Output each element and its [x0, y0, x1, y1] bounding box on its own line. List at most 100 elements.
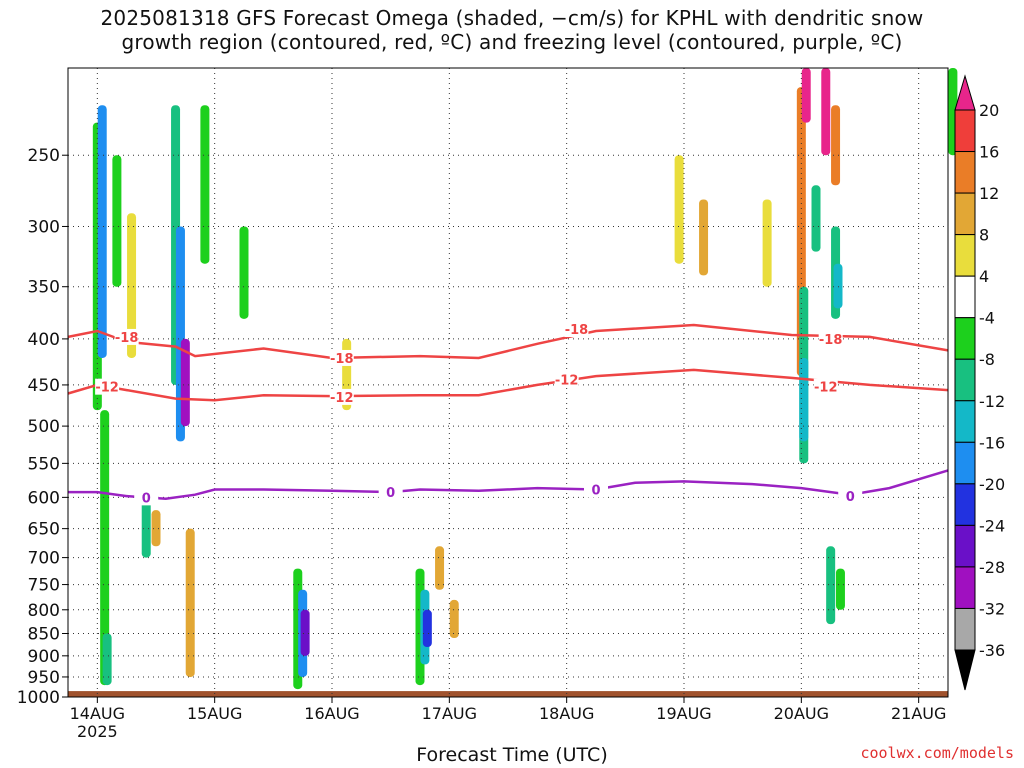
contour-label-dgz-1-2: -12	[555, 374, 579, 389]
colorbar-label-9: -20	[979, 475, 1005, 494]
contour-label-bg-dgz-1-3	[813, 378, 838, 395]
contour-label-dgz-1-1: -12	[330, 391, 354, 406]
colorbar-label-0: 20	[979, 101, 999, 120]
contour-label-dgz-0-2: -18	[565, 323, 589, 338]
colorbar-bin-8	[954, 400, 976, 443]
omega-cell-16	[300, 609, 310, 656]
y-tick-label-450: 450	[28, 376, 60, 396]
contour-label-freezing-2: 0	[591, 483, 600, 498]
contour-label-freezing-1: 0	[386, 486, 395, 501]
colorbar-label-10: -24	[979, 516, 1005, 535]
omega-cell-32	[831, 105, 841, 186]
omega-cell-20	[422, 609, 432, 648]
chart-title-line-2: growth region (contoured, red, ºC) and f…	[121, 30, 903, 54]
colorbar-label-4: 4	[979, 267, 989, 286]
omega-cell-2	[100, 410, 110, 686]
watermark: coolwx.com/models	[860, 744, 1014, 762]
contour-label-bg-dgz-0-0	[114, 328, 139, 345]
y-tick-label-900: 900	[28, 647, 60, 667]
contour-label-bg-freezing-1	[378, 484, 403, 501]
colorbar-top-arrow	[954, 74, 976, 111]
x-tick-label-1: 15AUG	[187, 704, 242, 723]
x-tick-label-5: 19AUG	[656, 704, 711, 723]
colorbar-label-5: -4	[979, 309, 995, 328]
contour-label-bg-freezing-0	[134, 489, 159, 506]
contour-label-dgz-1-3: -12	[814, 381, 838, 396]
y-tick-label-350: 350	[28, 278, 60, 298]
colorbar-bin-9	[954, 441, 976, 485]
y-tick-label-250: 250	[28, 146, 60, 166]
contour-label-bg-dgz-1-2	[554, 371, 579, 388]
contour-dgz-1	[67, 368, 949, 402]
omega-cell-10	[180, 338, 190, 427]
contour-label-bg-dgz-1-0	[95, 378, 120, 395]
omega-cell-24	[699, 199, 709, 276]
omega-cell-13	[239, 226, 249, 319]
omega-cell-36	[835, 568, 845, 610]
x-tick-label-3: 17AUG	[422, 704, 477, 723]
contour-label-dgz-1-0: -12	[95, 381, 119, 396]
omega-cell-25	[762, 199, 772, 287]
plot-frame	[67, 67, 949, 698]
x-tick-label-4: 18AUG	[539, 704, 594, 723]
colorbar-label-12: -32	[979, 599, 1005, 618]
contour-label-dgz-0-1: -18	[330, 352, 354, 367]
colorbar-bin-3	[954, 192, 976, 236]
omega-cell-21	[435, 546, 445, 590]
colorbar-bin-7	[954, 358, 976, 402]
y-tick-label-650: 650	[28, 520, 60, 540]
contour-label-freezing-0: 0	[142, 491, 151, 506]
colorbar-label-3: 8	[979, 226, 989, 245]
chart-title-line-1: 2025081318 GFS Forecast Omega (shaded, −…	[100, 6, 924, 30]
x-tick-label-0: 14AUG	[70, 704, 125, 723]
colorbar-label-8: -16	[979, 433, 1005, 452]
contour-label-bg-dgz-0-3	[818, 330, 843, 347]
colorbar-label-2: 12	[979, 184, 999, 203]
y-tick-label-300: 300	[28, 217, 60, 237]
omega-shading-layer	[92, 68, 958, 690]
y-tick-label-550: 550	[28, 454, 60, 474]
colorbar-label-11: -28	[979, 558, 1005, 577]
omega-cell-5	[127, 213, 137, 358]
ground-surface	[68, 691, 948, 697]
y-tick-label-600: 600	[28, 488, 60, 508]
chart-title: 2025081318 GFS Forecast Omega (shaded, −…	[0, 6, 1024, 54]
contour-label-freezing-3: 0	[846, 490, 855, 505]
contour-label-bg-dgz-0-2	[564, 321, 589, 338]
colorbar-label-6: -8	[979, 350, 995, 369]
x-tick-sublabel-0: 2025	[77, 722, 118, 741]
y-tick-label-800: 800	[28, 601, 60, 621]
colorbar-bin-12	[954, 566, 976, 609]
colorbar-bin-13	[954, 607, 976, 651]
colorbar-label-7: -12	[979, 392, 1005, 411]
contour-label-bg-dgz-0-1	[329, 349, 354, 366]
y-tick-label-750: 750	[28, 576, 60, 596]
omega-cell-35	[826, 546, 836, 625]
contour-label-bg-freezing-2	[584, 481, 608, 498]
y-tick-label-500: 500	[28, 417, 60, 437]
omega-cell-6	[141, 497, 151, 558]
colorbar: 20 16 12 8 4 -4 -8 -12 -16 -20 -24 -28 -32 -36	[954, 74, 1005, 691]
y-tick-label-950: 950	[28, 668, 60, 688]
omega-cell-12	[200, 105, 210, 264]
contour-label-dgz-0-3: -18	[819, 333, 843, 348]
contour-dgz-0	[67, 323, 949, 360]
omega-cell-34	[833, 263, 843, 309]
colorbar-bin-10	[954, 483, 976, 526]
omega-cell-30	[811, 185, 821, 252]
colorbar-label-1: 16	[979, 143, 999, 162]
colorbar-bin-11	[954, 524, 976, 568]
contour-label-bg-freezing-3	[838, 488, 863, 505]
y-tick-label-700: 700	[28, 549, 60, 569]
colorbar-bottom-arrow	[954, 649, 976, 691]
contour-freezing	[68, 469, 949, 500]
contour-label-bg-dgz-1-1	[329, 388, 354, 405]
contour-layer: -18 -18 -18 -18 -12 -12 -12 -12 0 0 0 0	[67, 321, 949, 506]
colorbar-bin-6	[954, 317, 976, 360]
pressure-axis: 250 300 350 400 450 500 550 600 650 700 750 800 850 9…	[17, 146, 68, 708]
x-tick-label-2: 16AUG	[304, 704, 359, 723]
omega-cell-22	[449, 599, 459, 639]
y-tick-label-850: 850	[28, 624, 60, 644]
